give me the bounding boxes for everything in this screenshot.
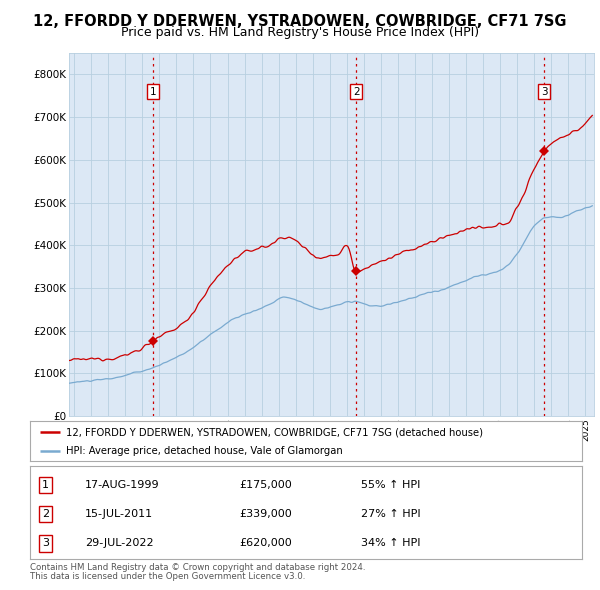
Text: £339,000: £339,000 [240,509,293,519]
Text: 27% ↑ HPI: 27% ↑ HPI [361,509,421,519]
Text: 3: 3 [42,539,49,549]
Text: 34% ↑ HPI: 34% ↑ HPI [361,539,421,549]
Text: Price paid vs. HM Land Registry's House Price Index (HPI): Price paid vs. HM Land Registry's House … [121,26,479,39]
Text: This data is licensed under the Open Government Licence v3.0.: This data is licensed under the Open Gov… [30,572,305,581]
Text: 1: 1 [42,480,49,490]
Text: 2: 2 [353,87,359,97]
Text: £175,000: £175,000 [240,480,293,490]
Text: 2: 2 [42,509,49,519]
Text: £620,000: £620,000 [240,539,293,549]
Text: 15-JUL-2011: 15-JUL-2011 [85,509,154,519]
Text: HPI: Average price, detached house, Vale of Glamorgan: HPI: Average price, detached house, Vale… [66,445,343,455]
Text: 1: 1 [149,87,156,97]
Text: 3: 3 [541,87,547,97]
Text: 55% ↑ HPI: 55% ↑ HPI [361,480,421,490]
Text: 12, FFORDD Y DDERWEN, YSTRADOWEN, COWBRIDGE, CF71 7SG (detached house): 12, FFORDD Y DDERWEN, YSTRADOWEN, COWBRI… [66,427,483,437]
Text: Contains HM Land Registry data © Crown copyright and database right 2024.: Contains HM Land Registry data © Crown c… [30,563,365,572]
Text: 17-AUG-1999: 17-AUG-1999 [85,480,160,490]
Text: 29-JUL-2022: 29-JUL-2022 [85,539,154,549]
Text: 12, FFORDD Y DDERWEN, YSTRADOWEN, COWBRIDGE, CF71 7SG: 12, FFORDD Y DDERWEN, YSTRADOWEN, COWBRI… [33,14,567,28]
